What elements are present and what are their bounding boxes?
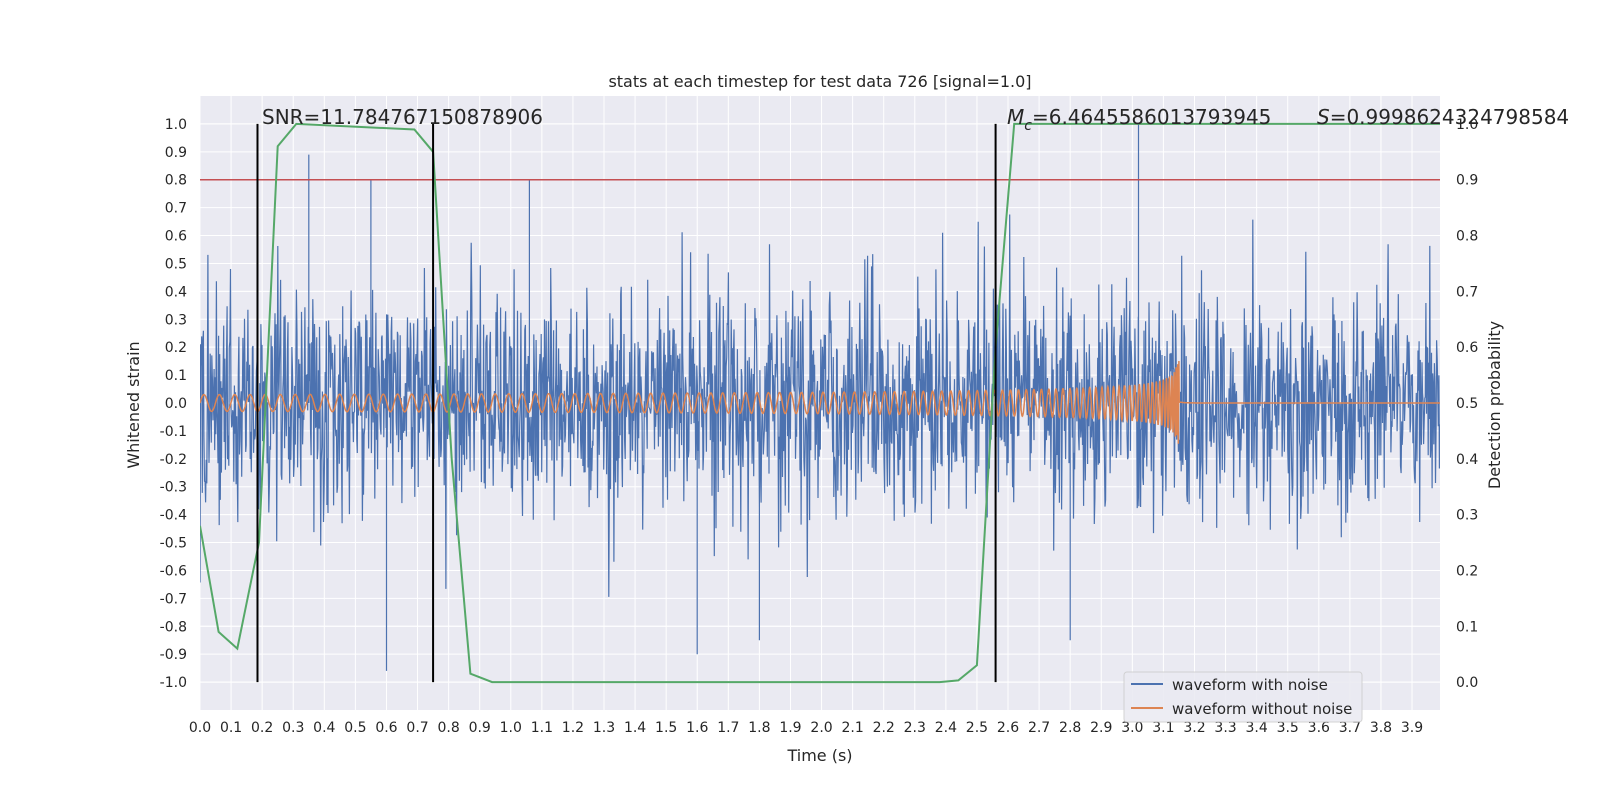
x-tick-label: 2.6	[997, 720, 1019, 736]
y-tick-label: -0.6	[160, 563, 187, 579]
x-tick-label: 2.2	[873, 720, 895, 736]
snr-annotation: SNR=11.784767150878906	[262, 105, 543, 129]
y-tick-label: -0.7	[160, 591, 187, 607]
noisy-waveform-line	[200, 123, 1440, 671]
x-tick-label: 3.6	[1308, 720, 1330, 736]
x-tick-label: 2.1	[841, 720, 863, 736]
x-tick-label: 1.8	[748, 720, 770, 736]
x-tick-label: 0.4	[313, 720, 335, 736]
x-tick-label: 1.1	[531, 720, 553, 736]
x-tick-label: 1.0	[500, 720, 522, 736]
statistic-value: =0.9998624324798584	[1330, 105, 1569, 129]
right-tick-label: 0.3	[1456, 508, 1478, 524]
x-axis-label: Time (s)	[786, 746, 852, 765]
right-axis-ticks: 1.0 0.9 0.8 0.7 0.6 0.5 0.4 0.3 0.2 0.1 0.0	[1456, 117, 1478, 691]
x-tick-label: 2.9	[1090, 720, 1112, 736]
y-tick-label: -0.9	[160, 647, 187, 663]
y-tick-label: 1.0	[165, 117, 187, 133]
y-tick-label: -0.1	[160, 424, 187, 440]
x-tick-label: 3.0	[1121, 720, 1143, 736]
x-tick-label: 0.6	[375, 720, 397, 736]
x-tick-label: 1.5	[655, 720, 677, 736]
detection-probability-line	[200, 122, 1440, 684]
legend-label-noise: waveform with noise	[1172, 676, 1328, 694]
right-tick-label: 0.0	[1456, 675, 1478, 691]
x-tick-label: 3.5	[1277, 720, 1299, 736]
right-tick-label: 0.7	[1456, 284, 1478, 300]
y-tick-label: -0.2	[160, 452, 187, 468]
chart-title: stats at each timestep for test data 726…	[608, 72, 1031, 91]
x-tick-label: 2.8	[1059, 720, 1081, 736]
y-axis-ticks: 1.0 0.9 0.8 0.7 0.6 0.5 0.4 0.3 0.2 0.1 0.0 -0.1 -0.…	[160, 117, 187, 691]
x-tick-label: 1.9	[779, 720, 801, 736]
right-tick-label: 0.8	[1456, 229, 1478, 245]
right-tick-label: 1.0	[1456, 117, 1478, 133]
y-tick-label: 0.8	[165, 173, 187, 189]
x-tick-label: 0.0	[189, 720, 211, 736]
legend: waveform with noise waveform without noi…	[1123, 671, 1363, 723]
y-tick-label: -1.0	[160, 675, 187, 691]
x-tick-label: 2.7	[1028, 720, 1050, 736]
x-tick-label: 2.0	[810, 720, 832, 736]
x-tick-label: 1.2	[562, 720, 584, 736]
y-tick-label: -0.3	[160, 480, 187, 496]
x-tick-label: 1.3	[593, 720, 615, 736]
x-tick-label: 0.1	[220, 720, 242, 736]
y-tick-label: -0.8	[160, 619, 187, 635]
x-tick-label: 0.7	[406, 720, 428, 736]
x-tick-label: 0.8	[437, 720, 459, 736]
x-tick-label: 3.7	[1339, 720, 1361, 736]
y-tick-label: 0.7	[165, 201, 187, 217]
y-tick-label: 0.3	[165, 312, 187, 328]
plot-area	[200, 122, 1440, 684]
y-tick-label: 0.4	[165, 284, 187, 300]
clean-waveform-line	[200, 360, 1440, 444]
x-tick-label: 0.5	[344, 720, 366, 736]
x-tick-label: 1.7	[717, 720, 739, 736]
chirp-mass-subscript: c	[1024, 118, 1032, 134]
x-tick-label: 2.5	[966, 720, 988, 736]
y-tick-label: -0.5	[160, 536, 187, 552]
y-tick-label: 0.2	[165, 340, 187, 356]
right-tick-label: 0.2	[1456, 563, 1478, 579]
y-tick-label: -0.4	[160, 508, 187, 524]
right-tick-label: 0.4	[1456, 452, 1478, 468]
chirp-mass-annotation: Mc=6.4645586013793945	[1007, 105, 1271, 134]
x-tick-label: 0.2	[251, 720, 273, 736]
x-tick-label: 0.9	[469, 720, 491, 736]
x-tick-label: 3.4	[1246, 720, 1268, 736]
y-tick-label: 0.9	[165, 145, 187, 161]
right-axis-label: Detection probability	[1485, 321, 1504, 489]
x-tick-label: 0.3	[282, 720, 304, 736]
right-tick-label: 0.1	[1456, 619, 1478, 635]
legend-box	[1123, 671, 1363, 723]
statistic-symbol: S	[1317, 105, 1330, 129]
x-tick-label: 3.3	[1214, 720, 1236, 736]
legend-label-clean: waveform without noise	[1172, 700, 1352, 718]
x-tick-label: 1.4	[624, 720, 646, 736]
y-tick-label: 0.6	[165, 229, 187, 245]
x-tick-label: 3.9	[1401, 720, 1423, 736]
x-tick-label: 3.1	[1152, 720, 1174, 736]
y-tick-label: 0.1	[165, 368, 187, 384]
y-axis-label: Whitened strain	[124, 341, 143, 468]
right-tick-label: 0.5	[1456, 396, 1478, 412]
chirp-mass-value: =6.4645586013793945	[1032, 105, 1271, 129]
x-tick-label: 2.3	[904, 720, 926, 736]
right-tick-label: 0.9	[1456, 173, 1478, 189]
y-tick-label: 0.5	[165, 256, 187, 272]
statistic-annotation: S=0.9998624324798584	[1317, 105, 1569, 129]
chirp-mass-symbol: M	[1007, 105, 1024, 129]
x-tick-label: 2.4	[935, 720, 957, 736]
y-tick-label: 0.0	[165, 396, 187, 412]
x-tick-label: 3.8	[1370, 720, 1392, 736]
x-tick-label: 1.6	[686, 720, 708, 736]
x-axis-ticks: 0.0 0.1 0.2 0.3 0.4 0.5 0.6 0.7 0.8 0.9 1.0 1.1 1.2 1…	[189, 720, 1423, 736]
x-tick-label: 3.2	[1183, 720, 1205, 736]
right-tick-label: 0.6	[1456, 340, 1478, 356]
